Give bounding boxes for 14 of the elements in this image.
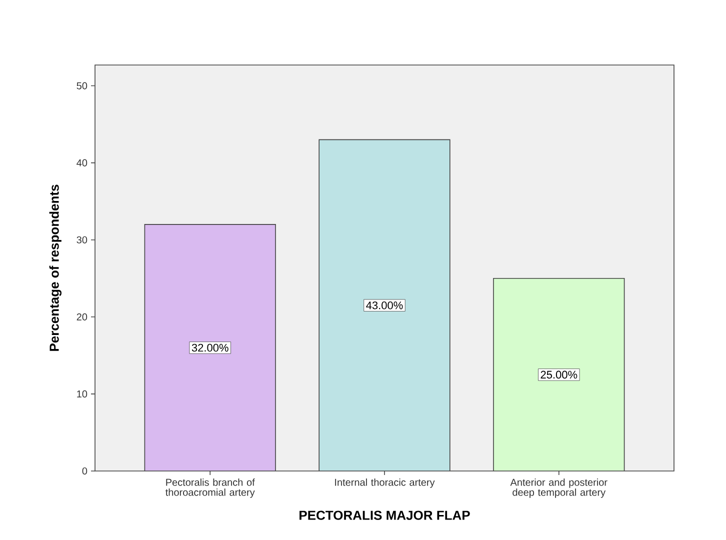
x-tick-label: Anterior and posterior deep temporal artery	[510, 478, 608, 498]
data-label: 25.00%	[540, 370, 578, 379]
x-tick-label: Internal thoracic artery	[335, 478, 435, 488]
data-label: 32.00%	[192, 344, 228, 352]
y-tick-label: 0	[82, 467, 88, 475]
y-tick-label: 40	[76, 159, 88, 166]
y-tick-label: 20	[76, 313, 88, 320]
y-tick-label: 10	[77, 390, 88, 398]
y-tick-label: 50	[76, 82, 88, 90]
data-label: 43.00%	[366, 301, 403, 310]
y-axis-title: Percentage of respondents	[49, 184, 62, 351]
x-tick-label: Pectoralis branch of thoroacromial artery	[166, 478, 255, 498]
x-axis-title: PECTORALIS MAJOR FLAP	[300, 510, 470, 520]
y-tick-label: 30	[76, 236, 88, 244]
